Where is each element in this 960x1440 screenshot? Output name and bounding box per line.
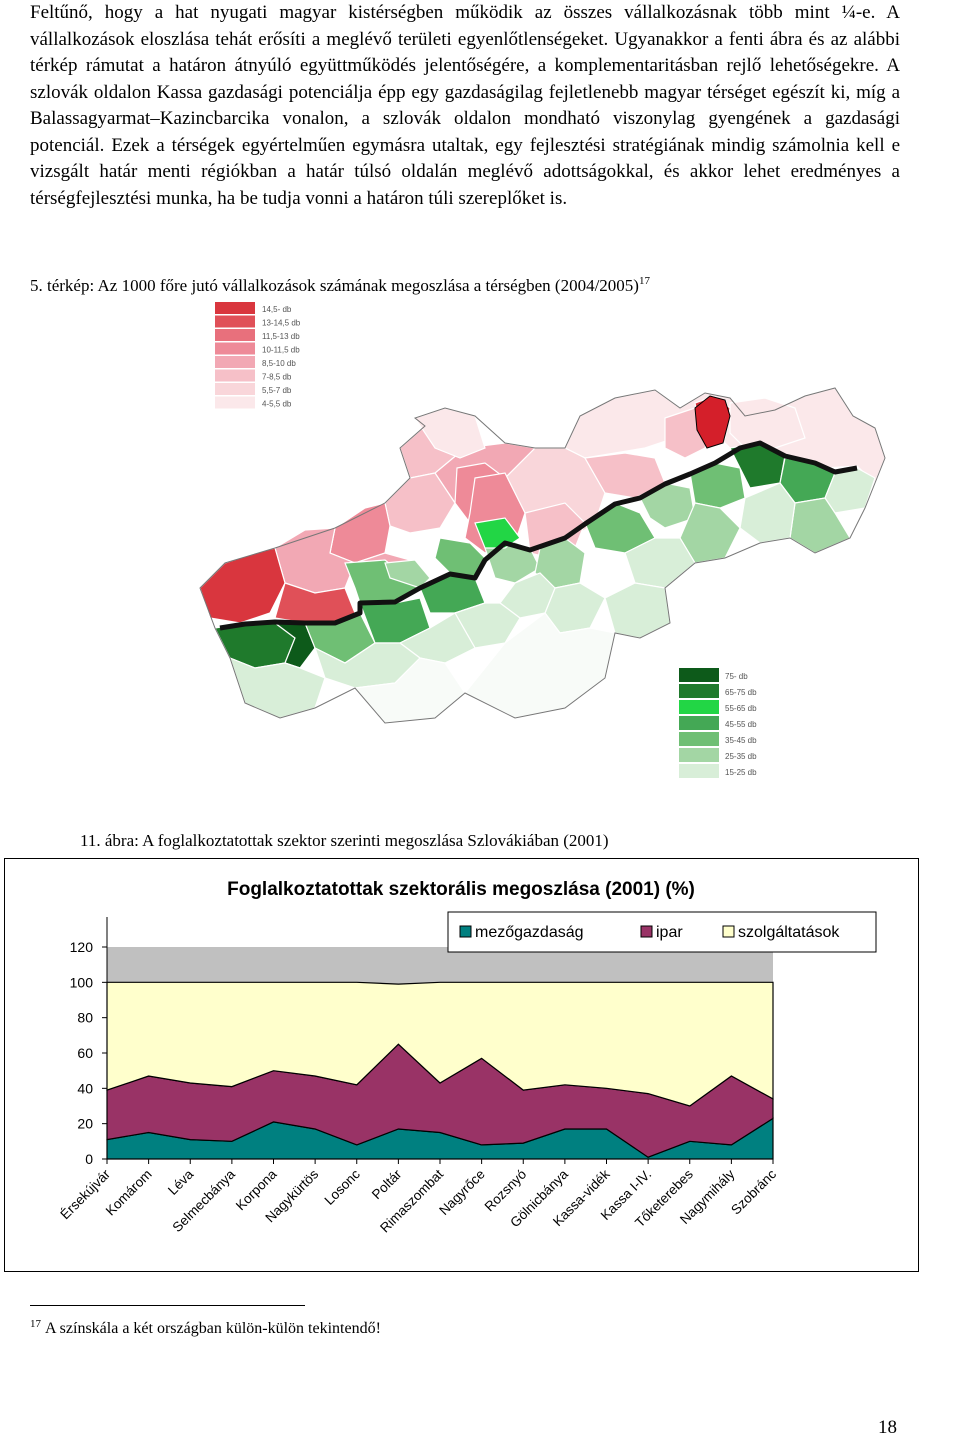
legend-swatch bbox=[215, 356, 255, 368]
legend-label: 10-11,5 db bbox=[262, 346, 300, 355]
map-outline bbox=[199, 387, 886, 724]
legend-swatch bbox=[215, 329, 255, 341]
country-border-line bbox=[219, 440, 858, 631]
legend-label: 14,5- db bbox=[262, 305, 292, 314]
legend-swatch bbox=[679, 684, 719, 698]
region-map: 14,5- db 13-14,5 db 11,5-13 db 10-11,5 db 8,… bbox=[185, 298, 905, 813]
legend-label: 35-45 db bbox=[725, 736, 757, 745]
legend-swatch bbox=[679, 668, 719, 682]
legend-label: 8,5-10 db bbox=[262, 359, 296, 368]
y-tick-label: 120 bbox=[70, 939, 94, 955]
legend-swatch bbox=[215, 396, 255, 409]
chart-container: Foglalkoztatottak szektorális megoszlása… bbox=[4, 858, 919, 1272]
legend-swatch bbox=[215, 302, 255, 314]
x-tick-label: Léva bbox=[165, 1166, 197, 1198]
x-tick-label: Nagyrőce bbox=[436, 1167, 487, 1218]
legend-swatch bbox=[215, 383, 255, 395]
legend-label: 11,5-13 db bbox=[262, 332, 300, 341]
legend-swatch bbox=[679, 748, 719, 762]
footnote-ref: 17 bbox=[638, 275, 650, 287]
legend-label: 13-14,5 db bbox=[262, 319, 301, 328]
map-caption-text: 5. térkép: Az 1000 főre jutó vállalkozás… bbox=[30, 276, 639, 295]
legend-swatch bbox=[679, 716, 719, 730]
legend-label: mezőgazdaság bbox=[475, 924, 584, 941]
figure-caption: 11. ábra: A foglalkoztatottak szektor sz… bbox=[80, 831, 609, 850]
map-region bbox=[729, 397, 806, 449]
x-tick-label: Losonc bbox=[321, 1166, 363, 1208]
area-series-3 bbox=[106, 981, 774, 1107]
legend-swatch bbox=[215, 315, 255, 328]
y-tick-label: 0 bbox=[85, 1151, 93, 1167]
legend-label: 15-25 db bbox=[725, 768, 757, 777]
legend-swatch bbox=[722, 925, 735, 938]
legend-swatch bbox=[679, 700, 719, 714]
map-region bbox=[739, 482, 796, 544]
legend-swatch bbox=[459, 925, 472, 938]
legend-swatch bbox=[679, 764, 719, 778]
legend-label: ipar bbox=[656, 924, 683, 941]
legend-swatch bbox=[679, 732, 719, 746]
x-tick-label: Komárom bbox=[103, 1167, 155, 1219]
chart-title: Foglalkoztatottak szektorális megoszlása… bbox=[227, 879, 695, 900]
chart-plot-area bbox=[106, 947, 774, 1160]
footnote: 17 A színskála a két országban külön-külö… bbox=[30, 1318, 381, 1338]
y-tick-label: 40 bbox=[77, 1080, 93, 1096]
footnote-divider bbox=[30, 1305, 305, 1306]
legend-label: 55-65 db bbox=[725, 704, 757, 713]
legend-label: szolgáltatások bbox=[738, 924, 840, 941]
legend-label: 7-8,5 db bbox=[262, 373, 292, 382]
page-number: 18 bbox=[878, 1417, 897, 1438]
chart-legend: mezőgazdaság ipar szolgáltatások bbox=[447, 911, 877, 953]
legend-swatch bbox=[640, 925, 653, 938]
stacked-area-chart: Foglalkoztatottak szektorális megoszlása… bbox=[57, 879, 877, 1235]
map-legend-slovakia: 75- db 65-75 db 55-65 db 45-55 db 35-45 db 25… bbox=[679, 668, 757, 778]
chart-y-axis: 0 20 40 60 80 100 120 bbox=[70, 917, 108, 1167]
y-tick-label: 100 bbox=[70, 974, 94, 990]
footnote-text: A színskála a két országban külön-külön … bbox=[45, 1320, 381, 1337]
map-region bbox=[384, 472, 456, 534]
legend-label: 45-55 db bbox=[725, 720, 757, 729]
map-region bbox=[604, 582, 671, 639]
map-region bbox=[199, 547, 286, 624]
map-legend-hungary: 14,5- db 13-14,5 db 11,5-13 db 10-11,5 db 8,… bbox=[215, 302, 301, 409]
x-tick-label: Szobránc bbox=[728, 1166, 779, 1217]
legend-label: 4-5,5 db bbox=[262, 400, 292, 409]
legend-label: 5,5-7 db bbox=[262, 386, 292, 395]
legend-label: 65-75 db bbox=[725, 688, 757, 697]
x-tick-label: Érsekújvár bbox=[57, 1166, 113, 1222]
y-tick-label: 80 bbox=[77, 1010, 93, 1026]
footnote-number: 17 bbox=[30, 1318, 41, 1330]
legend-swatch bbox=[215, 342, 255, 355]
map-region-highlight bbox=[694, 395, 731, 449]
x-tick-label: Poltár bbox=[369, 1166, 405, 1202]
y-tick-label: 60 bbox=[77, 1045, 93, 1061]
legend-swatch bbox=[215, 369, 255, 382]
body-text: Feltűnő, hogy a hat nyugati magyar kisté… bbox=[30, 2, 900, 209]
map-caption: 5. térkép: Az 1000 főre jutó vállalkozás… bbox=[30, 275, 650, 296]
legend-label: 25-35 db bbox=[725, 752, 757, 761]
y-tick-label: 20 bbox=[77, 1116, 93, 1132]
legend-box bbox=[447, 911, 877, 953]
legend-label: 75- db bbox=[725, 672, 748, 681]
body-paragraph: Feltűnő, hogy a hat nyugati magyar kisté… bbox=[30, 0, 900, 212]
map-svg: 14,5- db 13-14,5 db 11,5-13 db 10-11,5 db 8,… bbox=[199, 302, 886, 778]
